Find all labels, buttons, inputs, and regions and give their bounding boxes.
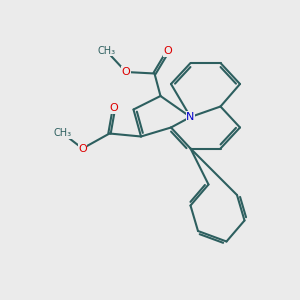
Text: O: O	[78, 143, 87, 154]
Text: CH₃: CH₃	[54, 128, 72, 139]
Text: O: O	[110, 103, 118, 113]
Text: N: N	[186, 112, 195, 122]
Text: O: O	[164, 46, 172, 56]
Text: O: O	[122, 67, 130, 77]
Text: CH₃: CH₃	[98, 46, 116, 56]
